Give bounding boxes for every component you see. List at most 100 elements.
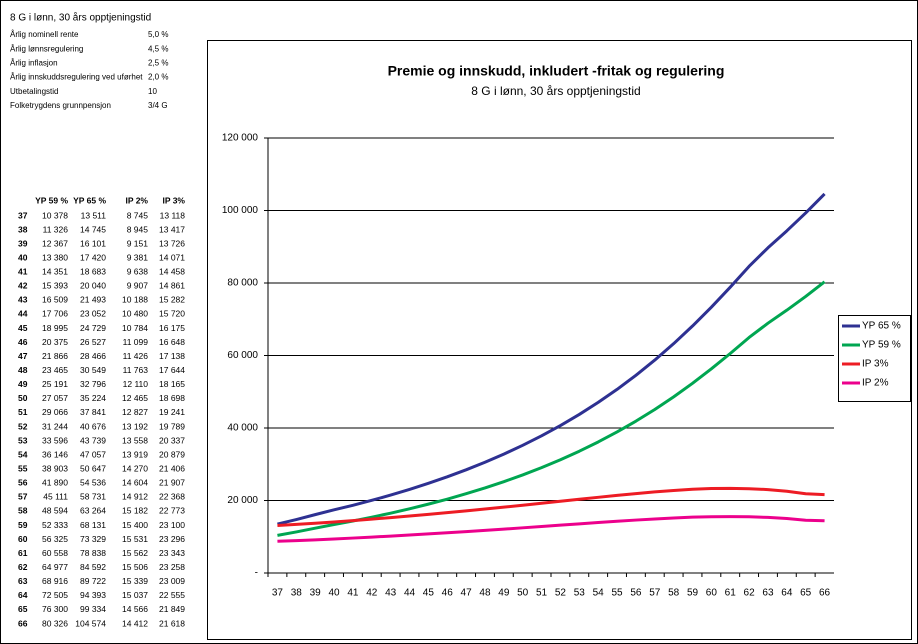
table-cell: 13 192 [122,421,148,431]
table-cell: 15 531 [122,534,148,544]
param-value: 2,5 % [148,59,168,68]
table-cell: 14 412 [122,618,148,628]
table-cell: 14 458 [159,267,185,277]
table-cell: 64 977 [42,562,68,572]
param-value: 2,0 % [148,73,168,82]
table-cell: 72 505 [42,590,68,600]
table-cell: 9 151 [127,238,149,248]
x-tick-label: 43 [385,588,397,599]
table-cell: 23 052 [80,309,106,319]
table-cell: 17 706 [42,309,68,319]
table-cell: 14 270 [122,464,148,474]
table-age: 51 [18,407,28,417]
x-tick-label: 48 [479,588,491,599]
chart-title: Premie og innskudd, inkludert -fritak og… [388,63,725,79]
table-age: 54 [18,449,28,459]
table-cell: 13 558 [122,435,148,445]
table-cell: 11 763 [123,365,149,375]
table-cell: 89 722 [80,576,106,586]
table-cell: 38 903 [42,464,68,474]
table-cell: 17 420 [80,252,106,262]
table-age: 43 [18,295,28,305]
table-header: IP 3% [162,195,185,205]
x-tick-label: 37 [272,588,284,599]
x-tick-label: 47 [461,588,473,599]
table-cell: 13 726 [159,238,185,248]
table-cell: 29 066 [42,407,68,417]
x-tick-label: 40 [328,588,340,599]
table-cell: 9 907 [127,281,149,291]
table-cell: 16 175 [159,323,185,333]
table-age: 50 [18,393,28,403]
table-cell: 31 244 [42,421,68,431]
y-tick-label: 60 000 [227,350,258,361]
table-cell: 10 784 [122,323,148,333]
y-tick-label: 100 000 [222,205,259,216]
x-tick-label: 49 [498,588,510,599]
table-cell: 48 594 [42,506,68,516]
table-cell: 94 393 [80,590,106,600]
table-cell: 20 040 [80,281,106,291]
table-age: 37 [18,210,28,220]
table-cell: 68 131 [80,520,106,530]
table-cell: 21 866 [42,351,68,361]
table-cell: 26 527 [80,337,106,347]
x-tick-label: 57 [649,588,661,599]
x-tick-label: 54 [593,588,605,599]
table-age: 40 [18,252,28,262]
table-cell: 12 465 [122,393,148,403]
table-age: 55 [18,464,28,474]
table-age: 38 [18,224,28,234]
table-age: 60 [18,534,28,544]
table-cell: 15 720 [159,309,185,319]
table-cell: 68 916 [42,576,68,586]
table-cell: 37 841 [80,407,106,417]
table-cell: 16 509 [42,295,68,305]
table-cell: 18 683 [80,267,106,277]
table-cell: 21 618 [159,618,185,628]
table-cell: 18 165 [159,379,185,389]
x-tick-label: 46 [442,588,454,599]
x-tick-label: 55 [611,588,623,599]
table-cell: 20 879 [159,449,185,459]
table-cell: 23 343 [159,548,185,558]
table-cell: 52 333 [42,520,68,530]
table-cell: 11 326 [43,224,69,234]
table-cell: 14 912 [122,492,148,502]
table-cell: 14 745 [80,224,106,234]
table-age: 47 [18,351,28,361]
table-cell: 9 638 [127,267,149,277]
x-tick-label: 50 [517,588,529,599]
table-cell: 21 493 [80,295,106,305]
param-value: 3/4 G [148,101,168,110]
table-age: 44 [18,309,28,319]
table-cell: 15 037 [122,590,148,600]
table-cell: 21 907 [159,478,185,488]
table-cell: 12 827 [122,407,148,417]
table-cell: 15 393 [42,281,68,291]
table-age: 53 [18,435,28,445]
table-cell: 32 796 [80,379,106,389]
table-cell: 45 111 [43,492,68,502]
x-tick-label: 53 [574,588,586,599]
param-label: Årlig nominell rente [10,30,79,39]
table-cell: 25 191 [42,379,68,389]
table-cell: 13 919 [122,449,148,459]
x-tick-label: 41 [347,588,359,599]
table-cell: 22 368 [159,492,185,502]
table-header: IP 2% [125,195,148,205]
table-age: 59 [18,520,28,530]
series-line [277,192,826,526]
table-cell: 14 861 [159,281,185,291]
table-age: 62 [18,562,28,572]
table-cell: 13 118 [160,210,186,220]
table-cell: 13 417 [159,224,185,234]
table-age: 49 [18,379,28,389]
table-cell: 23 296 [159,534,185,544]
table-age: 46 [18,337,28,347]
table-age: 42 [18,281,28,291]
table-cell: 24 729 [80,323,106,333]
table-cell: 76 300 [42,604,68,614]
table-age: 56 [18,478,28,488]
x-tick-label: 62 [744,588,756,599]
